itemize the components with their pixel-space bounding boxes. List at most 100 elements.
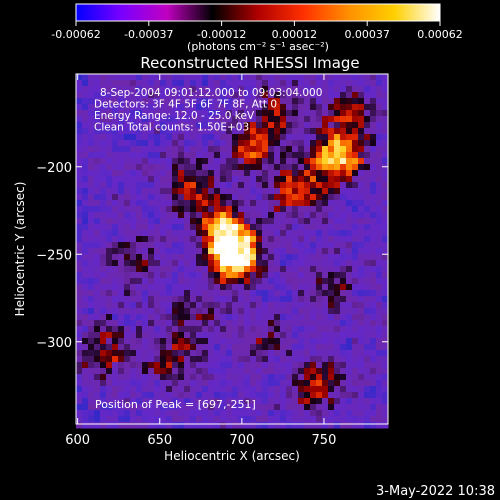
heatmap-cell bbox=[310, 320, 317, 327]
heatmap-cell bbox=[364, 218, 371, 225]
heatmap-cell bbox=[376, 188, 383, 195]
heatmap-cell bbox=[274, 182, 281, 189]
heatmap-cell bbox=[322, 98, 329, 105]
heatmap-cell bbox=[94, 362, 101, 369]
heatmap-cell bbox=[268, 290, 275, 297]
heatmap-cell bbox=[154, 260, 161, 267]
heatmap-cell bbox=[238, 326, 245, 333]
heatmap-cell bbox=[382, 332, 389, 339]
heatmap-cell bbox=[76, 146, 83, 153]
heatmap-cell bbox=[322, 272, 329, 279]
heatmap-cell bbox=[346, 386, 353, 393]
heatmap-cell bbox=[148, 308, 155, 315]
heatmap-cell bbox=[226, 182, 233, 189]
heatmap-cell bbox=[304, 146, 311, 153]
heatmap-cell bbox=[112, 314, 119, 321]
heatmap-cell bbox=[382, 254, 389, 261]
heatmap-cell bbox=[340, 368, 347, 375]
heatmap-cell bbox=[100, 290, 107, 297]
heatmap-cell bbox=[88, 236, 95, 243]
heatmap-cell bbox=[274, 176, 281, 183]
heatmap-cell bbox=[172, 314, 179, 321]
heatmap-cell bbox=[184, 98, 191, 105]
heatmap-cell bbox=[382, 212, 389, 219]
heatmap-cell bbox=[130, 320, 137, 327]
heatmap-cell bbox=[202, 350, 209, 357]
heatmap-cell bbox=[232, 116, 239, 123]
heatmap-cell bbox=[376, 284, 383, 291]
heatmap-cell bbox=[124, 374, 131, 381]
heatmap-cell bbox=[142, 260, 149, 267]
heatmap-cell bbox=[274, 302, 281, 309]
heatmap-cell bbox=[316, 320, 323, 327]
heatmap-cell bbox=[76, 140, 83, 147]
heatmap-cell bbox=[190, 350, 197, 357]
heatmap-cell bbox=[118, 296, 125, 303]
heatmap-cell bbox=[262, 350, 269, 357]
heatmap-cell bbox=[142, 242, 149, 249]
heatmap-cell bbox=[190, 110, 197, 117]
heatmap-cell bbox=[154, 266, 161, 273]
heatmap-cell bbox=[280, 134, 287, 141]
heatmap-cell bbox=[238, 392, 245, 399]
heatmap-cell bbox=[280, 110, 287, 117]
heatmap-cell bbox=[334, 374, 341, 381]
heatmap-cell bbox=[322, 326, 329, 333]
heatmap-cell bbox=[94, 248, 101, 255]
heatmap-cell bbox=[148, 296, 155, 303]
heatmap-cell bbox=[172, 182, 179, 189]
heatmap-cell bbox=[202, 380, 209, 387]
heatmap-cell bbox=[142, 134, 149, 141]
heatmap-cell bbox=[142, 338, 149, 345]
heatmap-cell bbox=[316, 206, 323, 213]
heatmap-cell bbox=[172, 302, 179, 309]
heatmap-cell bbox=[160, 410, 167, 417]
heatmap-cell bbox=[334, 404, 341, 411]
heatmap-cell bbox=[280, 284, 287, 291]
heatmap-cell bbox=[358, 398, 365, 405]
heatmap-cell bbox=[172, 374, 179, 381]
heatmap-cell bbox=[334, 422, 341, 429]
heatmap-cell bbox=[286, 128, 293, 135]
heatmap-cell bbox=[124, 386, 131, 393]
heatmap-cell bbox=[100, 254, 107, 261]
heatmap-cell bbox=[304, 278, 311, 285]
heatmap-cell bbox=[346, 104, 353, 111]
heatmap-cell bbox=[88, 374, 95, 381]
heatmap-cell bbox=[82, 158, 89, 165]
heatmap-cell bbox=[112, 80, 119, 87]
heatmap-cell bbox=[202, 110, 209, 117]
heatmap-cell bbox=[112, 284, 119, 291]
heatmap-cell bbox=[262, 404, 269, 411]
heatmap-cell bbox=[142, 272, 149, 279]
heatmap-cell bbox=[88, 392, 95, 399]
heatmap-cell bbox=[190, 374, 197, 381]
heatmap-cell bbox=[202, 422, 209, 429]
heatmap-cell bbox=[364, 80, 371, 87]
heatmap-cell bbox=[226, 272, 233, 279]
heatmap-cell bbox=[136, 158, 143, 165]
heatmap-cell bbox=[244, 230, 251, 237]
heatmap-cell bbox=[244, 338, 251, 345]
heatmap-cell bbox=[160, 158, 167, 165]
heatmap-cell bbox=[112, 170, 119, 177]
heatmap-cell bbox=[364, 308, 371, 315]
heatmap-cell bbox=[160, 326, 167, 333]
heatmap-cell bbox=[316, 152, 323, 159]
heatmap-cell bbox=[244, 212, 251, 219]
heatmap-cell bbox=[286, 134, 293, 141]
heatmap-cell bbox=[172, 152, 179, 159]
heatmap-cell bbox=[268, 284, 275, 291]
heatmap-cell bbox=[358, 410, 365, 417]
heatmap-cell bbox=[172, 296, 179, 303]
heatmap-cell bbox=[316, 74, 323, 81]
heatmap-cell bbox=[214, 206, 221, 213]
heatmap-cell bbox=[232, 266, 239, 273]
heatmap-cell bbox=[298, 188, 305, 195]
heatmap-cell bbox=[130, 302, 137, 309]
heatmap-cell bbox=[214, 344, 221, 351]
heatmap-cell bbox=[244, 254, 251, 261]
heatmap-cell bbox=[346, 278, 353, 285]
heatmap-cell bbox=[190, 308, 197, 315]
heatmap-cell bbox=[208, 272, 215, 279]
